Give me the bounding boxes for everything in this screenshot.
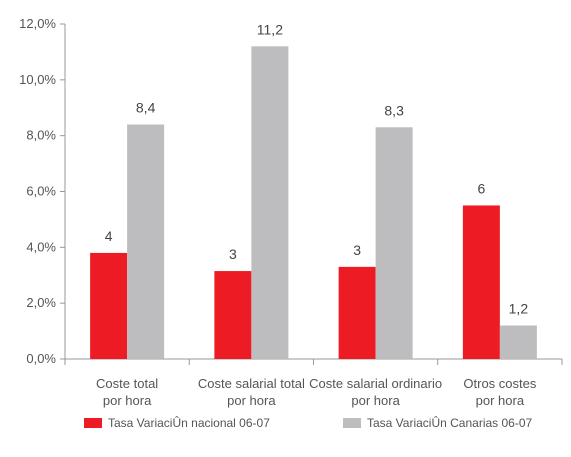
y-tick-label: 2,0%	[26, 295, 56, 310]
x-category-label: Coste salarial ordinario	[309, 376, 442, 391]
x-category-label: Coste total	[96, 376, 158, 391]
chart-bars	[90, 46, 537, 360]
legend-label: Tasa VariaciÛn Canarias 06-07	[367, 415, 533, 430]
x-category-label: por hora	[227, 393, 276, 408]
y-tick-label: 0,0%	[26, 351, 56, 366]
bar-nacional	[462, 205, 500, 359]
data-label: 8,4	[136, 100, 156, 116]
legend-swatch	[343, 418, 361, 428]
y-tick-label: 12,0%	[19, 16, 56, 31]
x-category-label: por hora	[351, 393, 400, 408]
data-label: 11,2	[257, 21, 283, 37]
data-label: 3	[229, 246, 237, 262]
data-label: 8,3	[384, 102, 404, 118]
chart-labels: 4 8,4 Coste total por hora 3 11,2 Coste salari…	[96, 21, 537, 408]
bar-canarias	[499, 325, 537, 359]
bar-nacional	[90, 252, 128, 359]
y-tick-label: 4,0%	[26, 239, 56, 254]
bar-nacional	[338, 266, 376, 359]
bar-canarias	[375, 127, 413, 360]
chart-legend: Tasa VariaciÛn nacional 06-07 Tasa Variac…	[84, 415, 533, 430]
x-category-label: Coste salarial total	[198, 376, 305, 391]
y-tick-label: 6,0%	[26, 184, 56, 199]
x-category-label: Otros costes	[463, 376, 536, 391]
data-label: 3	[353, 242, 361, 258]
x-category-label: por hora	[476, 393, 525, 408]
bar-canarias	[127, 124, 165, 359]
bar-canarias	[251, 46, 289, 359]
legend-swatch	[84, 418, 102, 428]
y-tick-label: 8,0%	[26, 128, 56, 143]
legend-label: Tasa VariaciÛn nacional 06-07	[108, 415, 270, 430]
data-label: 4	[105, 228, 113, 244]
data-label: 6	[477, 180, 485, 196]
y-tick-label: 10,0%	[19, 72, 56, 87]
bar-nacional	[214, 271, 252, 359]
x-category-label: por hora	[103, 393, 152, 408]
data-label: 1,2	[509, 301, 529, 317]
